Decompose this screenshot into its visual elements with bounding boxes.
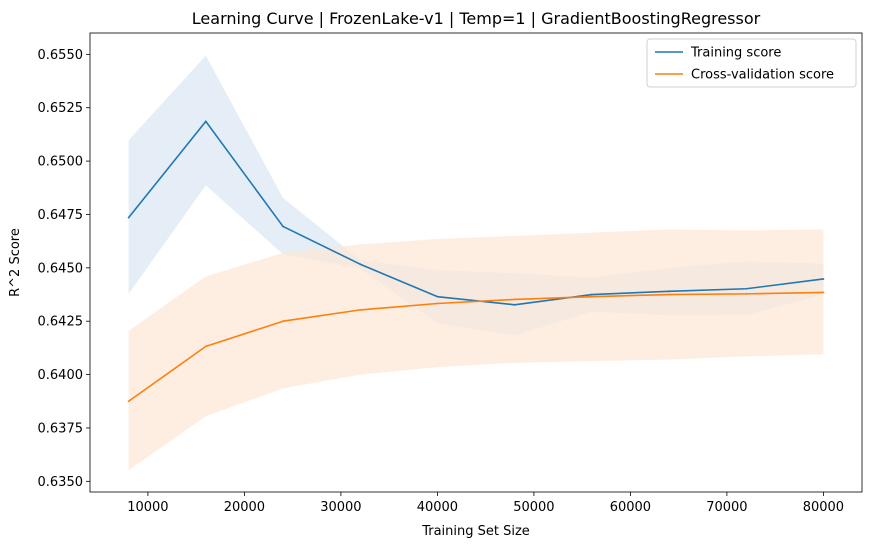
point-series-1 <box>668 293 670 296</box>
y-tick-label: 0.6425 <box>38 315 84 330</box>
point-series-1 <box>822 291 825 294</box>
plot-frame <box>89 32 863 493</box>
x-tick-label: 60000 <box>610 500 651 515</box>
band-series-1 <box>128 229 824 471</box>
point-series-1 <box>513 298 516 301</box>
series-lines <box>127 120 825 403</box>
point-series-1 <box>204 345 207 348</box>
y-tick-label: 0.6375 <box>38 421 84 436</box>
point-series-0 <box>436 295 439 298</box>
point-series-0 <box>822 278 825 280</box>
y-tick-label: 0.6350 <box>38 475 84 490</box>
point-series-1 <box>359 308 362 311</box>
x-axis-ticks: 10000 20000 30000 40000 50000 60000 70000 80000 <box>127 492 844 515</box>
chart-title: Learning Curve | FrozenLake-v1 | Temp=1 … <box>192 9 761 28</box>
point-series-0 <box>204 120 207 123</box>
point-series-1 <box>590 295 593 298</box>
legend-box <box>646 38 857 88</box>
y-tick-label: 0.6450 <box>38 261 84 276</box>
x-tick-label: 50000 <box>513 500 554 515</box>
y-tick-label: 0.6550 <box>38 48 84 63</box>
y-axis-label: R^2 Score <box>8 228 23 297</box>
point-series-0 <box>359 263 362 266</box>
x-tick-label: 40000 <box>417 500 458 515</box>
point-series-1 <box>282 320 284 323</box>
point-series-0 <box>668 290 670 293</box>
confidence-bands <box>128 55 824 471</box>
x-axis-label: Training Set Size <box>421 524 530 539</box>
point-series-0 <box>513 303 516 306</box>
line-series-1 <box>128 291 824 402</box>
y-axis-ticks: 0.6350 0.6375 0.6400 0.6425 0.6450 0.6475 0.65… <box>38 48 90 490</box>
x-tick-label: 20000 <box>224 500 265 515</box>
point-series-0 <box>282 225 284 228</box>
y-tick-label: 0.6400 <box>38 368 84 383</box>
point-series-0 <box>127 216 130 219</box>
y-tick-label: 0.6475 <box>38 208 84 223</box>
y-tick-label: 0.6525 <box>38 101 84 116</box>
x-tick-label: 70000 <box>706 500 747 515</box>
x-tick-label: 10000 <box>127 500 168 515</box>
point-series-1 <box>436 302 439 305</box>
point-series-0 <box>590 293 593 296</box>
legend-label-0: Training score <box>690 46 781 61</box>
point-series-1 <box>127 400 130 403</box>
x-tick-label: 30000 <box>320 500 361 515</box>
legend-label-1: Cross-validation score <box>691 68 834 83</box>
y-tick-label: 0.6500 <box>38 155 84 170</box>
x-tick-label: 80000 <box>803 500 844 515</box>
legend: Training score Cross-validation score <box>646 38 857 88</box>
point-series-0 <box>745 287 748 290</box>
point-series-1 <box>745 292 748 295</box>
